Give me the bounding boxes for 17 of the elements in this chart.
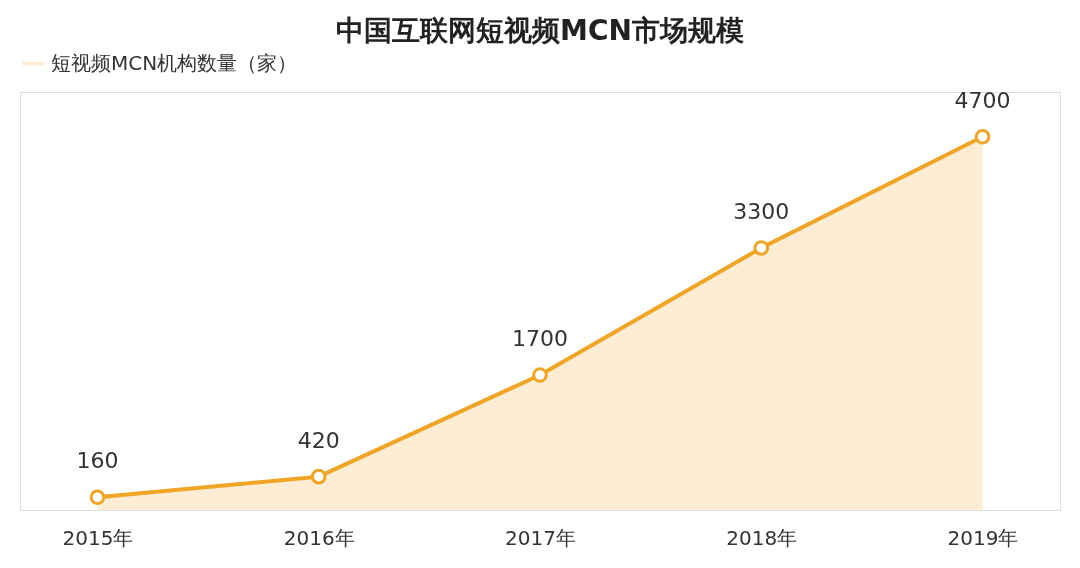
legend-label: 短视频MCN机构数量（家） bbox=[51, 50, 298, 75]
point bbox=[310, 468, 327, 485]
point bbox=[532, 367, 548, 383]
x-tick-label: 2016年 bbox=[283, 525, 355, 550]
data-label: 3300 bbox=[733, 198, 790, 224]
chart-title: 中国互联网短视频MCN市场规模 bbox=[336, 14, 744, 47]
x-tick-label: 2019年 bbox=[947, 525, 1019, 550]
data-label: 160 bbox=[76, 448, 119, 474]
point bbox=[974, 128, 991, 145]
point bbox=[89, 489, 106, 506]
x-tick-label: 2018年 bbox=[726, 525, 798, 550]
x-tick-label: 2015年 bbox=[62, 525, 134, 550]
data-label: 4700 bbox=[954, 87, 1011, 113]
x-tick-label: 2017年 bbox=[505, 525, 576, 550]
data-label: 1700 bbox=[512, 326, 568, 352]
point bbox=[753, 240, 770, 256]
data-label: 420 bbox=[297, 427, 340, 453]
